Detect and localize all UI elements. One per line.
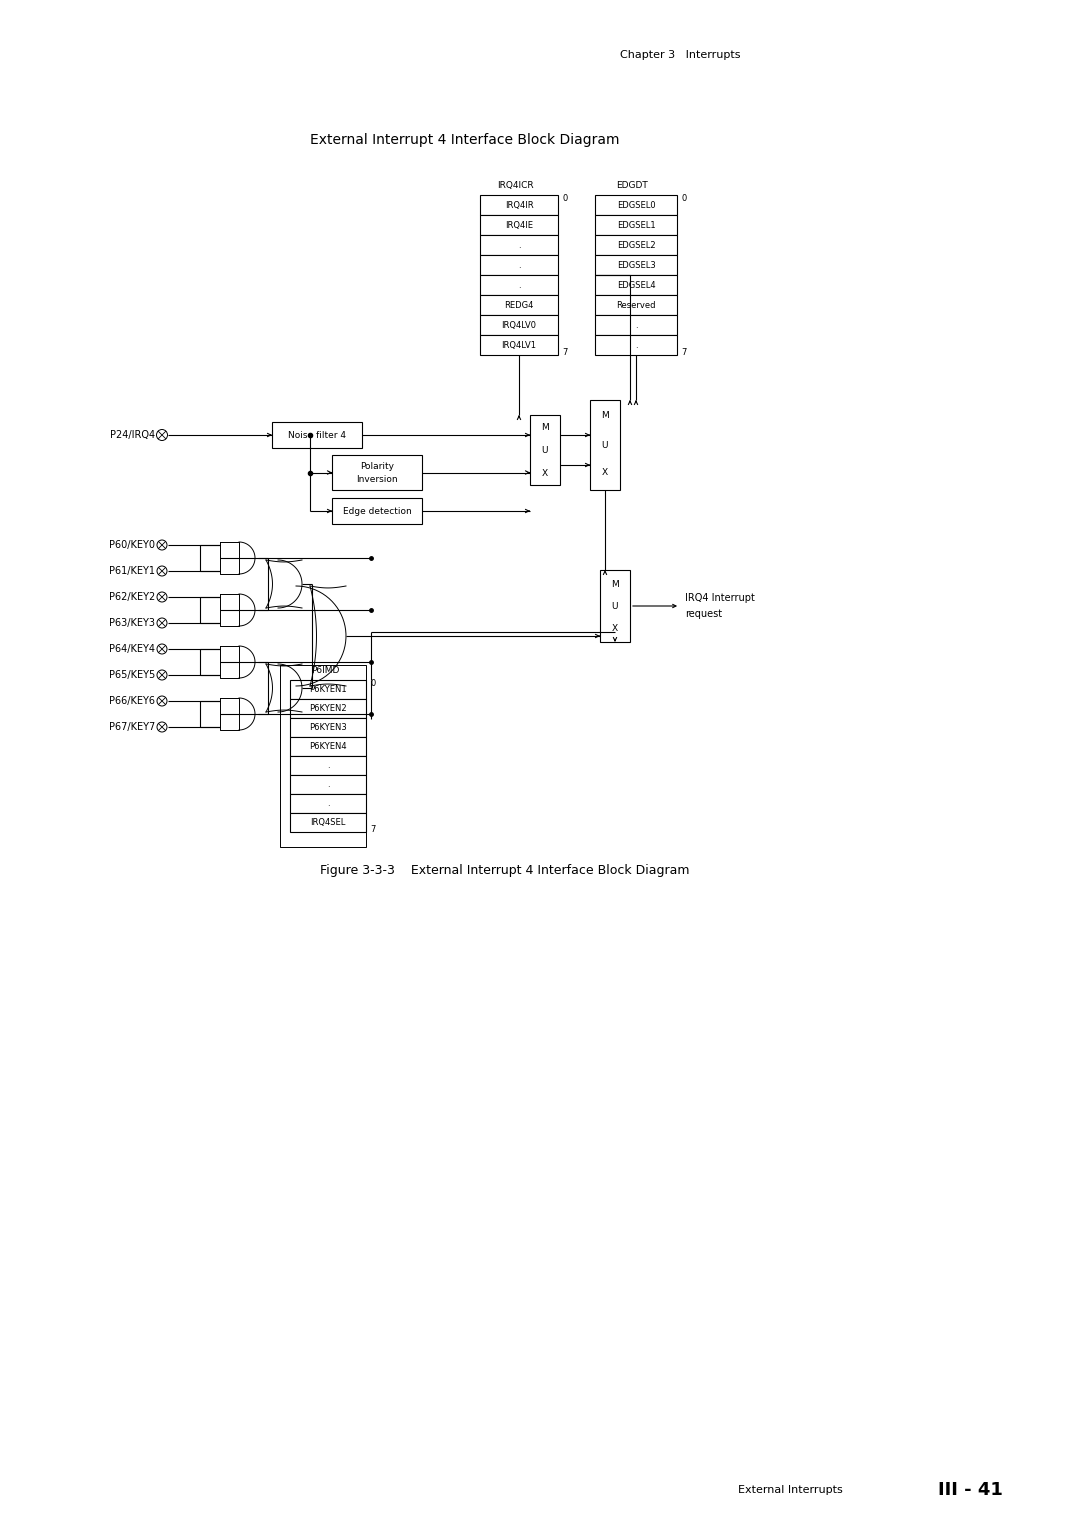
Text: IRQ4IR: IRQ4IR — [504, 200, 534, 209]
Text: P6KYEN1: P6KYEN1 — [309, 685, 347, 694]
Text: M: M — [602, 411, 609, 420]
Bar — [595, 315, 677, 335]
Text: U: U — [542, 446, 549, 454]
Text: .: . — [326, 779, 329, 788]
Bar — [595, 235, 677, 255]
Text: REDG4: REDG4 — [504, 301, 534, 310]
Bar — [480, 255, 558, 275]
Text: 7: 7 — [681, 347, 687, 356]
Text: EDGSEL2: EDGSEL2 — [617, 240, 656, 249]
Text: P60/KEY0: P60/KEY0 — [109, 539, 156, 550]
Text: EDGSEL3: EDGSEL3 — [617, 260, 656, 269]
Text: IRQ4LV1: IRQ4LV1 — [501, 341, 537, 350]
Text: .: . — [635, 341, 637, 350]
Text: .: . — [517, 240, 521, 249]
Text: 0: 0 — [681, 194, 687, 203]
Bar — [291, 813, 366, 833]
Text: Polarity: Polarity — [360, 461, 394, 471]
Text: P6KYEN2: P6KYEN2 — [309, 704, 347, 714]
Text: IRQ4LV0: IRQ4LV0 — [501, 321, 537, 330]
Bar — [480, 235, 558, 255]
Bar — [590, 400, 620, 490]
Text: EDGDT: EDGDT — [616, 180, 648, 189]
Text: P63/KEY3: P63/KEY3 — [109, 617, 156, 628]
Bar — [595, 196, 677, 215]
Text: External Interrupt 4 Interface Block Diagram: External Interrupt 4 Interface Block Dia… — [310, 133, 620, 147]
Text: P24/IRQ4: P24/IRQ4 — [110, 429, 156, 440]
Bar — [480, 196, 558, 215]
Bar — [280, 665, 366, 847]
Text: .: . — [517, 260, 521, 269]
Text: P6KYEN3: P6KYEN3 — [309, 723, 347, 732]
Text: Edge detection: Edge detection — [342, 506, 411, 515]
Bar — [291, 680, 366, 698]
Text: P6IMD: P6IMD — [311, 666, 339, 674]
Text: 7: 7 — [563, 347, 568, 356]
Text: IRQ4IE: IRQ4IE — [505, 220, 534, 229]
Text: IRQ4 Interrupt: IRQ4 Interrupt — [685, 593, 755, 604]
Text: .: . — [326, 761, 329, 770]
Bar — [480, 275, 558, 295]
Text: .: . — [635, 321, 637, 330]
Bar — [291, 756, 366, 775]
Text: P64/KEY4: P64/KEY4 — [109, 643, 156, 654]
Text: Noise filter 4: Noise filter 4 — [288, 431, 346, 440]
Text: P61/KEY1: P61/KEY1 — [109, 565, 156, 576]
Text: External Interrupts: External Interrupts — [738, 1485, 842, 1494]
Text: X: X — [602, 468, 608, 477]
Bar — [291, 775, 366, 795]
Text: P62/KEY2: P62/KEY2 — [109, 591, 156, 602]
Text: P6KYEN4: P6KYEN4 — [309, 743, 347, 750]
Text: EDGSEL4: EDGSEL4 — [617, 281, 656, 289]
Bar — [595, 275, 677, 295]
Text: U: U — [602, 440, 608, 449]
Bar — [595, 335, 677, 354]
Bar — [480, 335, 558, 354]
Text: P66/KEY6: P66/KEY6 — [109, 695, 156, 706]
Bar — [595, 255, 677, 275]
Text: Figure 3-3-3    External Interrupt 4 Interface Block Diagram: Figure 3-3-3 External Interrupt 4 Interf… — [321, 863, 690, 877]
Bar — [272, 422, 362, 448]
Text: 0: 0 — [370, 678, 376, 688]
Text: 0: 0 — [563, 194, 568, 203]
Bar — [595, 215, 677, 235]
Text: Inversion: Inversion — [356, 475, 397, 483]
Text: EDGSEL1: EDGSEL1 — [617, 220, 656, 229]
Bar — [480, 295, 558, 315]
Text: .: . — [517, 281, 521, 289]
Text: Reserved: Reserved — [617, 301, 656, 310]
Text: P65/KEY5: P65/KEY5 — [109, 669, 156, 680]
Text: request: request — [685, 610, 723, 619]
Bar — [291, 736, 366, 756]
Text: M: M — [611, 579, 619, 588]
Bar — [595, 295, 677, 315]
Text: X: X — [542, 469, 548, 478]
Text: IRQ4ICR: IRQ4ICR — [497, 180, 534, 189]
Text: III - 41: III - 41 — [937, 1481, 1002, 1499]
Text: Chapter 3   Interrupts: Chapter 3 Interrupts — [620, 50, 740, 60]
Bar — [600, 570, 630, 642]
Text: M: M — [541, 423, 549, 431]
Bar — [291, 795, 366, 813]
Text: 7: 7 — [370, 825, 376, 833]
Bar — [291, 718, 366, 736]
Text: IRQ4SEL: IRQ4SEL — [310, 817, 346, 827]
Bar — [480, 315, 558, 335]
Text: P67/KEY7: P67/KEY7 — [109, 723, 156, 732]
Bar — [291, 698, 366, 718]
Bar — [480, 215, 558, 235]
Bar — [332, 498, 422, 524]
Bar — [530, 416, 561, 484]
Text: X: X — [612, 623, 618, 633]
Text: U: U — [611, 602, 618, 611]
Text: EDGSEL0: EDGSEL0 — [617, 200, 656, 209]
Bar — [332, 455, 422, 490]
Text: .: . — [326, 799, 329, 808]
